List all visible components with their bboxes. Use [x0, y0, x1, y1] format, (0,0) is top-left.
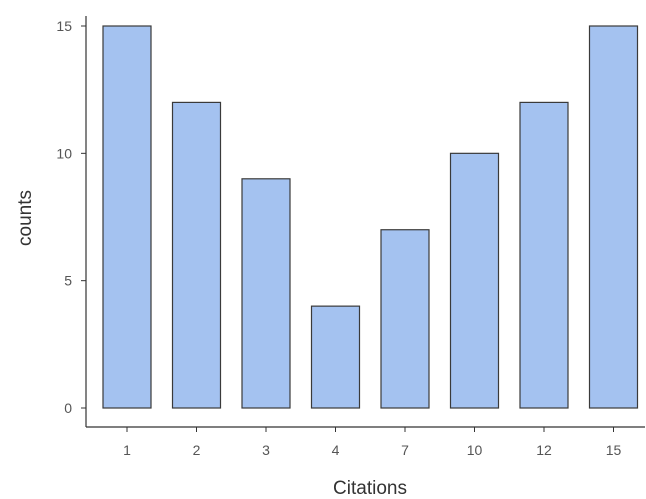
y-tick-label: 0 [64, 400, 72, 416]
bars [102, 25, 639, 409]
bar-7 [380, 229, 430, 409]
x-tick-label: 7 [401, 442, 409, 458]
bar-15 [588, 25, 639, 409]
bar-4 [310, 305, 361, 409]
y-axis-title: counts [15, 190, 36, 246]
y-tick-label: 10 [56, 145, 72, 161]
bar-2 [171, 101, 222, 409]
x-tick-label: 15 [606, 442, 622, 458]
x-tick-label: 4 [332, 442, 340, 458]
bar-1 [102, 25, 152, 409]
bar-10 [449, 152, 500, 409]
x-axis-ticks: 1 2 3 4 7 10 12 15 [123, 427, 621, 458]
bar-3 [241, 178, 291, 409]
x-tick-label: 2 [193, 442, 201, 458]
bar-12 [519, 101, 569, 409]
x-axis-title: Citations [333, 478, 407, 499]
x-tick-label: 10 [467, 442, 483, 458]
x-tick-label: 3 [262, 442, 270, 458]
y-axis-ticks: 0 5 10 15 [56, 18, 86, 416]
x-tick-label: 12 [536, 442, 552, 458]
y-tick-label: 15 [56, 18, 72, 34]
x-tick-label: 1 [123, 442, 131, 458]
y-tick-label: 5 [64, 273, 72, 289]
